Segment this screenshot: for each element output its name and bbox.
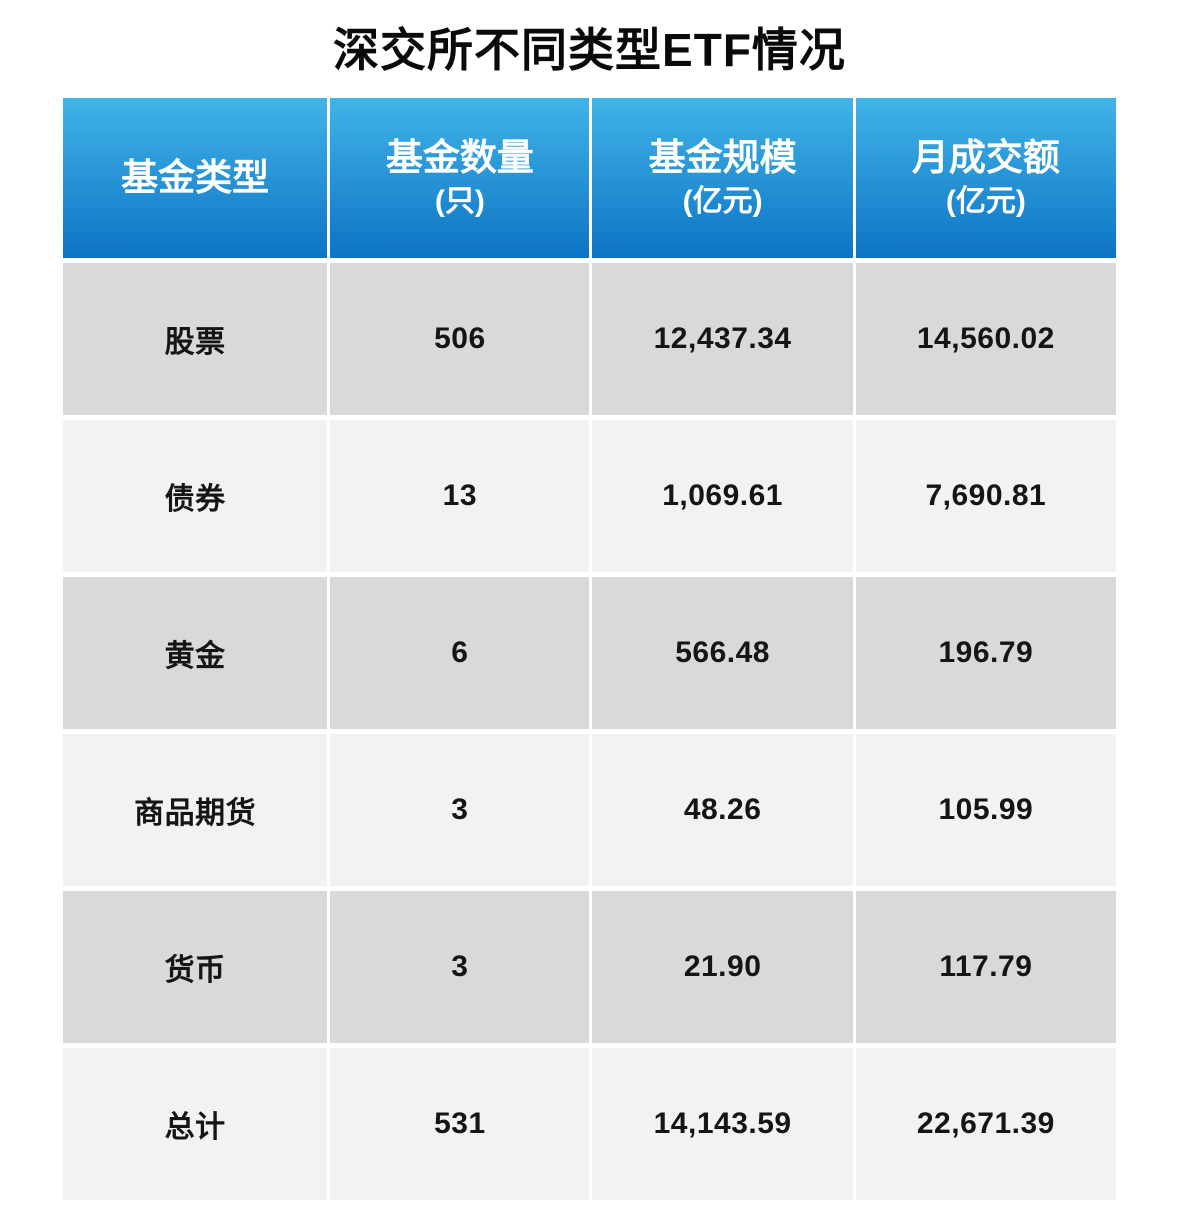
- cell-fund-scale: 12,437.34: [592, 263, 853, 415]
- cell-fund-type: 总计: [63, 1048, 328, 1200]
- cell-fund-type: 黄金: [63, 577, 328, 729]
- cell-monthly-turnover: 22,671.39: [855, 1048, 1116, 1200]
- header-label: 基金数量: [385, 137, 534, 179]
- table-row-commodity-futures: 商品期货 3 48.26 105.99: [63, 734, 1116, 886]
- page-title: 深交所不同类型ETF情况: [333, 24, 846, 76]
- header-cell-fund-scale: 基金规模 (亿元): [592, 98, 853, 258]
- cell-fund-scale: 1,069.61: [592, 420, 853, 572]
- cell-fund-count: 13: [330, 420, 590, 572]
- table-row-money: 货币 3 21.90 117.79: [63, 891, 1116, 1043]
- cell-fund-scale: 566.48: [592, 577, 853, 729]
- cell-fund-scale: 48.26: [592, 734, 853, 886]
- header-cell-monthly-turnover: 月成交额 (亿元): [855, 98, 1116, 258]
- cell-fund-type: 债券: [63, 420, 328, 572]
- cell-fund-count: 3: [330, 891, 590, 1043]
- cell-monthly-turnover: 14,560.02: [855, 263, 1116, 415]
- cell-fund-scale: 21.90: [592, 891, 853, 1043]
- cell-monthly-turnover: 196.79: [855, 577, 1116, 729]
- cell-fund-count: 506: [330, 263, 590, 415]
- etf-table: 基金类型 基金数量 (只) 基金规模 (亿元) 月成交额 (亿元) 股票 506…: [63, 98, 1116, 1200]
- cell-fund-count: 531: [330, 1048, 590, 1200]
- cell-fund-type: 商品期货: [63, 734, 328, 886]
- header-unit: (只): [434, 184, 485, 218]
- cell-fund-type: 货币: [63, 891, 328, 1043]
- table-row-bonds: 债券 13 1,069.61 7,690.81: [63, 420, 1116, 572]
- cell-monthly-turnover: 117.79: [855, 891, 1116, 1043]
- header-label: 基金规模: [648, 137, 797, 179]
- header-label: 月成交额: [911, 137, 1060, 179]
- cell-fund-count: 3: [330, 734, 590, 886]
- table-row-total: 总计 531 14,143.59 22,671.39: [63, 1048, 1116, 1200]
- table-row-gold: 黄金 6 566.48 196.79: [63, 577, 1116, 729]
- cell-fund-scale: 14,143.59: [592, 1048, 853, 1200]
- cell-fund-type: 股票: [63, 263, 328, 415]
- table-row-stocks: 股票 506 12,437.34 14,560.02: [63, 263, 1116, 415]
- header-cell-fund-count: 基金数量 (只): [330, 98, 590, 258]
- cell-fund-count: 6: [330, 577, 590, 729]
- cell-monthly-turnover: 7,690.81: [855, 420, 1116, 572]
- header-label: 基金类型: [121, 156, 270, 198]
- table-header-row: 基金类型 基金数量 (只) 基金规模 (亿元) 月成交额 (亿元): [63, 98, 1116, 258]
- cell-monthly-turnover: 105.99: [855, 734, 1116, 886]
- header-unit: (亿元): [682, 184, 763, 218]
- header-unit: (亿元): [945, 184, 1026, 218]
- header-cell-fund-type: 基金类型: [63, 98, 328, 258]
